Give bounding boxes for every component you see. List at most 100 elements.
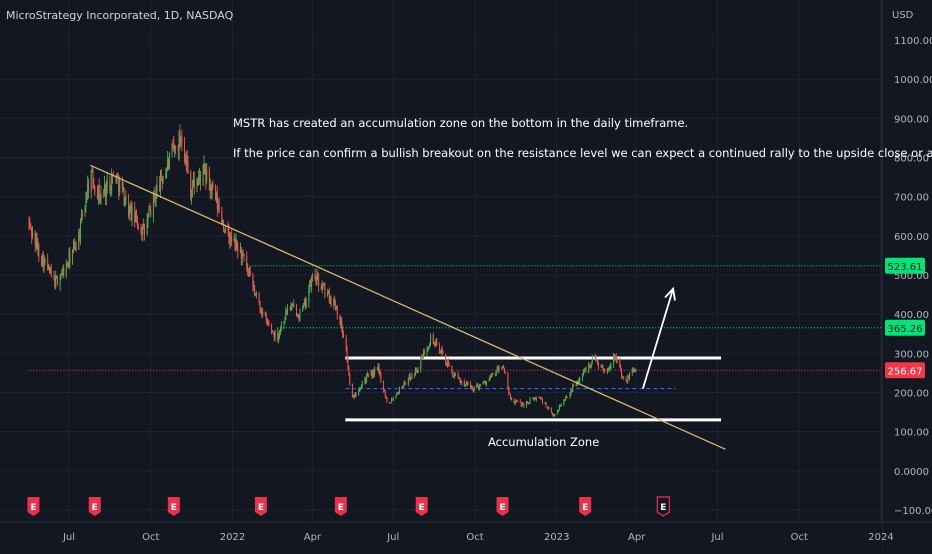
candle-body[interactable] [473,386,475,391]
candle-body[interactable] [105,185,107,198]
candle-body[interactable] [50,268,52,275]
candle-body[interactable] [215,185,217,200]
candle-body[interactable] [299,310,301,317]
candle-body[interactable] [242,252,244,254]
candle-body[interactable] [408,374,410,378]
candle-body[interactable] [34,231,36,246]
candle-body[interactable] [476,384,478,387]
candle-body[interactable] [361,383,363,387]
candle-body[interactable] [217,204,219,210]
candle-body[interactable] [302,307,304,311]
candle-body[interactable] [78,232,80,250]
candle-body[interactable] [115,174,117,183]
candles[interactable] [28,124,637,417]
candle-body[interactable] [589,366,591,368]
candle-body[interactable] [532,398,534,400]
candle-body[interactable] [470,387,472,389]
candle-body[interactable] [209,184,211,190]
candle-body[interactable] [582,371,584,374]
candle-body[interactable] [571,390,573,392]
candle-body[interactable] [231,235,233,241]
candle-body[interactable] [266,320,268,323]
candle-body[interactable] [91,168,93,173]
candle-body[interactable] [620,366,622,371]
candle-body[interactable] [585,369,587,373]
candle-body[interactable] [385,396,387,398]
candle-body[interactable] [435,340,437,346]
earnings-marker-icon[interactable] [167,497,180,516]
candle-body[interactable] [594,356,596,358]
candle-body[interactable] [485,381,487,385]
candle-body[interactable] [144,224,146,234]
earnings-marker-icon[interactable] [579,497,592,516]
candle-body[interactable] [627,376,629,382]
candle-body[interactable] [246,256,248,267]
candle-body[interactable] [247,266,249,272]
candle-body[interactable] [589,364,591,368]
candle-body[interactable] [507,373,509,389]
candle-body[interactable] [383,390,385,392]
candle-body[interactable] [560,404,562,407]
candle-body[interactable] [470,383,472,389]
candle-body[interactable] [442,353,444,355]
candle-body[interactable] [218,204,220,211]
candle-body[interactable] [544,403,546,404]
candle-body[interactable] [41,254,43,264]
candle-body[interactable] [628,376,630,379]
candle-body[interactable] [625,378,627,382]
downtrend-line[interactable] [90,164,726,450]
candle-body[interactable] [88,183,90,192]
candle-body[interactable] [371,371,373,378]
candle-body[interactable] [495,370,497,374]
candle-body[interactable] [35,238,37,246]
candle-body[interactable] [471,387,473,389]
candle-body[interactable] [496,368,498,371]
candle-body[interactable] [504,371,506,374]
candle-body[interactable] [128,205,130,216]
candle-body[interactable] [398,392,400,394]
candle-body[interactable] [465,382,467,386]
candle-body[interactable] [508,388,510,394]
candle-body[interactable] [98,185,100,201]
candle-body[interactable] [492,373,494,375]
candle-body[interactable] [80,213,82,219]
candle-body[interactable] [146,220,148,234]
candle-body[interactable] [109,179,111,191]
candle-body[interactable] [403,382,405,386]
candle-body[interactable] [92,168,94,185]
price-scale[interactable]: 1100.00 1000.00 900.00 800.00 700.00 600.00 50… [894,36,932,517]
candle-body[interactable] [197,181,199,186]
candle-body[interactable] [409,374,411,380]
candle-body[interactable] [577,380,579,385]
candle-body[interactable] [240,247,242,260]
candle-body[interactable] [130,205,132,221]
candle-body[interactable] [66,263,68,267]
candle-body[interactable] [579,379,581,381]
candle-body[interactable] [360,386,362,389]
candle-body[interactable] [466,382,468,385]
candle-body[interactable] [96,192,98,200]
candle-body[interactable] [540,398,542,400]
candle-body[interactable] [29,223,31,225]
candle-body[interactable] [267,322,269,324]
candle-body[interactable] [167,159,169,170]
candle-body[interactable] [258,293,260,303]
candle-body[interactable] [121,179,123,188]
candle-body[interactable] [234,238,236,251]
candle-body[interactable] [208,169,210,190]
candle-body[interactable] [165,171,167,179]
candle-body[interactable] [264,311,266,316]
candle-body[interactable] [32,231,34,237]
candle-body[interactable] [402,385,404,389]
candle-body[interactable] [59,277,61,285]
candle-body[interactable] [111,176,113,190]
candle-body[interactable] [308,289,310,303]
candle-body[interactable] [333,299,335,305]
candle-body[interactable] [72,244,74,251]
candle-body[interactable] [609,367,611,370]
candle-body[interactable] [502,365,504,369]
candle-body[interactable] [341,319,343,329]
candle-body[interactable] [284,319,286,322]
candle-body[interactable] [147,216,149,221]
candle-body[interactable] [423,351,425,354]
